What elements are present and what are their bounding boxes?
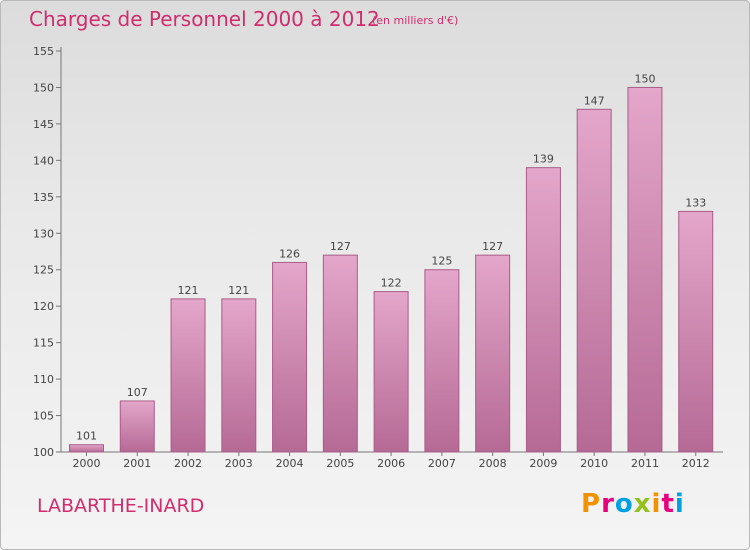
y-tick-label: 120 [33,300,54,313]
data-label: 127 [330,240,351,253]
bar-2009 [525,167,561,453]
bar-2003 [221,298,257,453]
data-label: 150 [634,72,655,85]
logo-letter: i [674,489,685,519]
bar-2001 [119,400,155,453]
x-tick-label: 2003 [225,457,253,470]
y-tick-label: 150 [33,81,54,94]
y-tick-label: 100 [33,446,54,459]
x-tick-label: 2005 [326,457,354,470]
commune-name: LABARTHE-INARD [37,495,205,517]
bar-2000 [69,444,104,453]
bar-2012 [678,210,714,453]
chart-title: Charges de Personnel 2000 à 2012 [29,7,380,31]
bar-2011 [627,86,663,453]
x-tick-label: 2004 [276,457,304,470]
x-tick-label: 2002 [174,457,202,470]
x-tick-label: 2007 [428,457,456,470]
x-tick-label: 2011 [631,457,659,470]
bar-2010 [576,108,612,453]
y-tick-label: 110 [33,373,54,386]
y-tick-label: 140 [33,154,54,167]
bar-2006 [373,291,409,453]
data-label: 125 [431,255,452,268]
y-tick-label: 145 [33,118,54,131]
x-tick-label: 2006 [377,457,405,470]
x-tick-label: 2001 [123,457,151,470]
chart-subtitle: (en milliers d'€) [372,14,459,27]
labels: 2000 101 2001 107 2002 121 2003 121 2004 126 2005 1… [73,72,710,470]
data-label: 121 [178,284,199,297]
data-label: 101 [76,430,97,443]
logo-letter: o [614,489,634,519]
x-tick-label: 2010 [580,457,608,470]
x-tick-label: 2000 [73,457,101,470]
bar-2004 [272,261,308,453]
logo-letter: i [651,489,662,519]
y-tick-label: 130 [33,227,54,240]
data-label: 122 [381,277,402,290]
data-label: 126 [279,247,300,260]
logo-letter: x [633,489,652,519]
bar-2002 [170,298,206,453]
logo-letter: r [601,489,615,519]
data-label: 133 [685,196,706,209]
bar-2008 [475,254,511,453]
bar-2005 [322,254,358,453]
data-label: 127 [482,240,503,253]
logo-letter: P [581,489,602,519]
data-label: 147 [584,94,605,107]
x-tick-label: 2012 [682,457,710,470]
data-label: 107 [127,386,148,399]
data-label: 139 [533,153,554,166]
y-tick-label: 105 [33,410,54,423]
x-tick-label: 2008 [479,457,507,470]
y-tick-label: 155 [33,45,54,58]
y-tick-label: 135 [33,191,54,204]
x-tick-label: 2009 [529,457,557,470]
proxiti-logo[interactable]: Proxiti [581,489,685,519]
bar-2007 [424,269,460,453]
bars [69,86,714,453]
logo-letter: t [661,489,675,519]
y-tick-label: 115 [33,337,54,350]
data-label: 121 [228,284,249,297]
y-tick-label: 125 [33,264,54,277]
